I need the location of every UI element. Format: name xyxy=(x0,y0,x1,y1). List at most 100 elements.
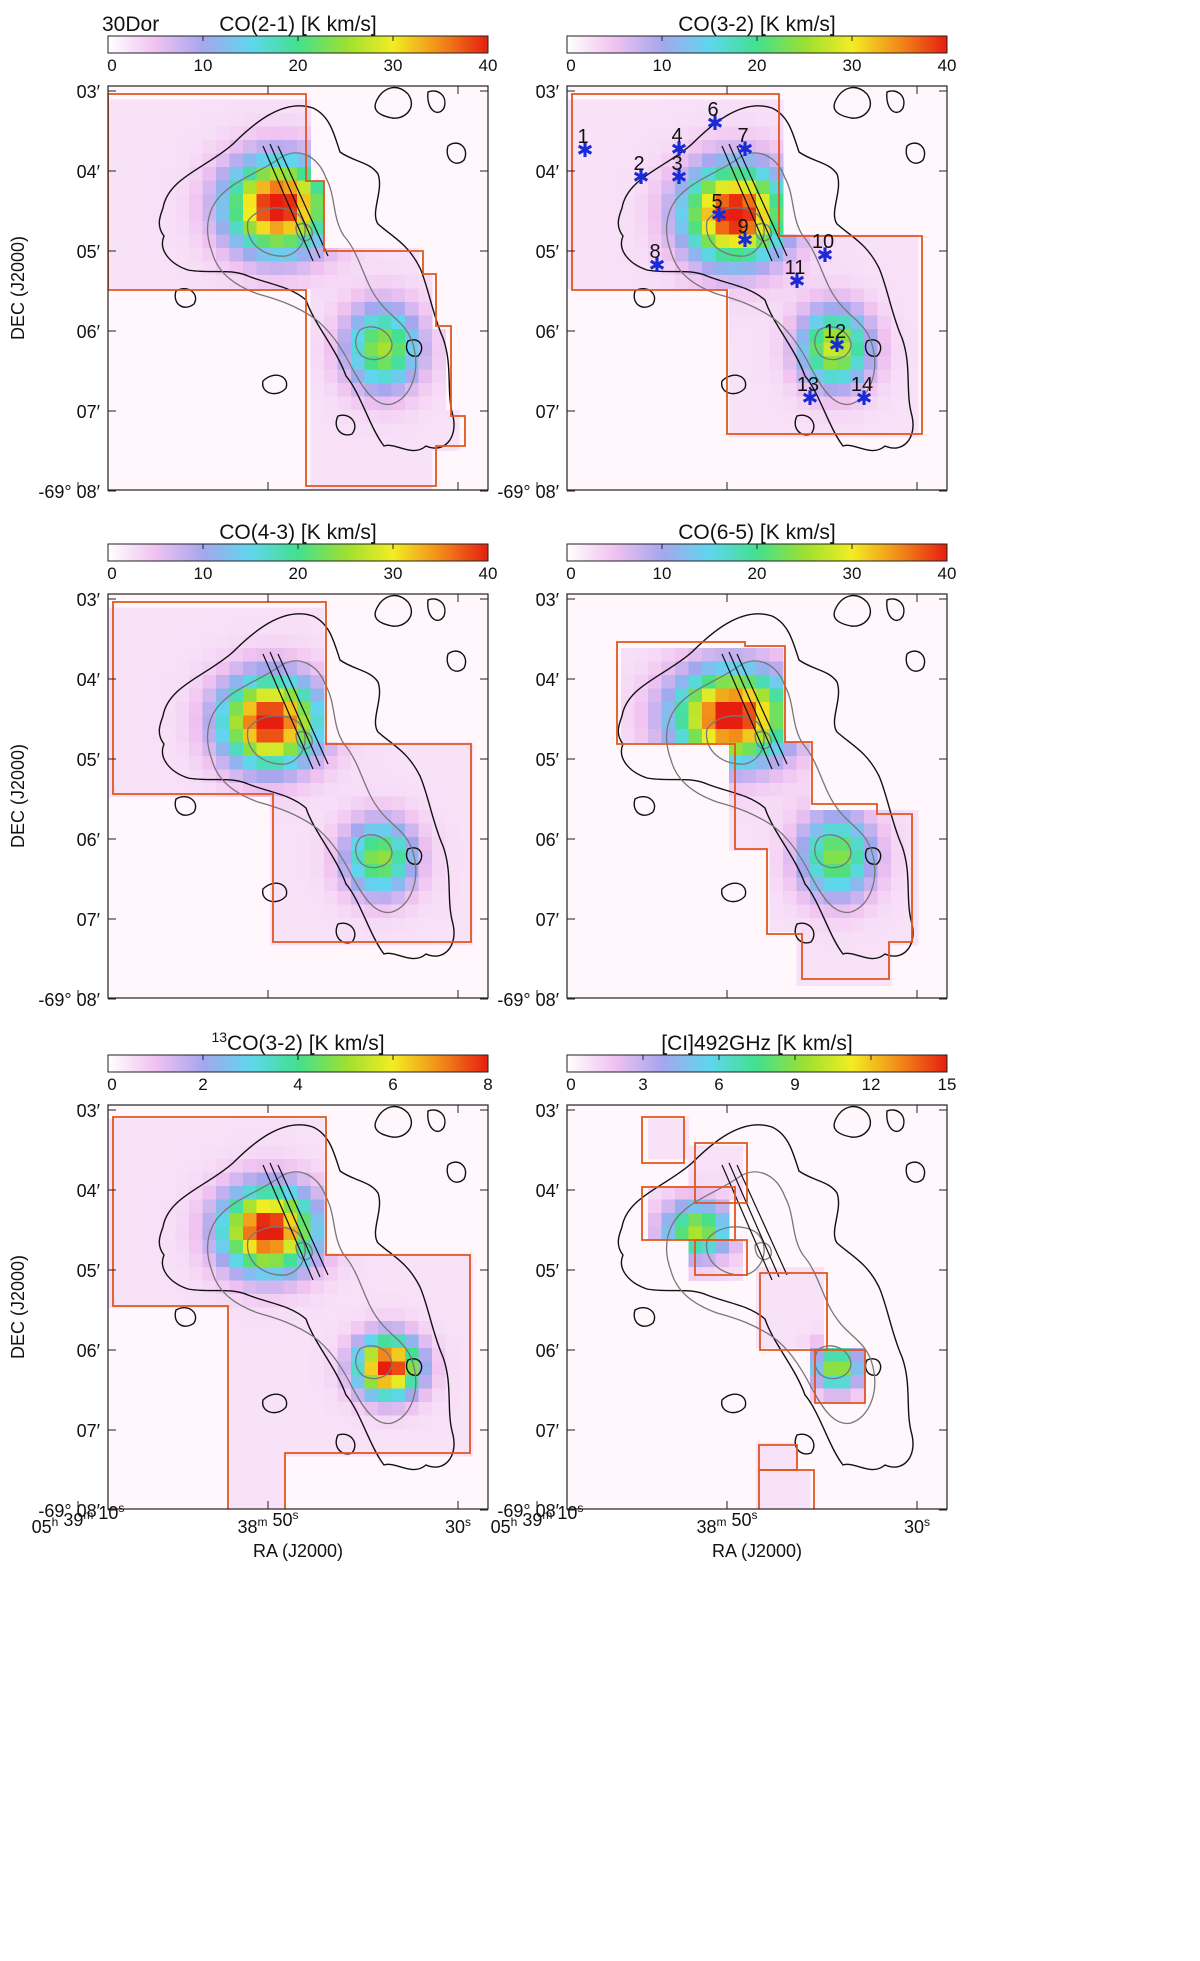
heatmap-cell xyxy=(310,850,325,865)
heatmap-cell xyxy=(148,1132,163,1146)
contour-outer xyxy=(427,90,446,113)
heatmap-cell xyxy=(891,904,905,919)
heatmap-cell xyxy=(837,369,851,384)
heatmap-cell xyxy=(175,661,190,676)
heatmap-cell xyxy=(297,1402,311,1416)
heatmap-cell xyxy=(256,1483,271,1497)
heatmap-cell xyxy=(310,931,325,946)
heatmap-cell xyxy=(189,715,203,730)
heatmap-cell xyxy=(121,1226,136,1241)
heatmap-cell xyxy=(310,1415,325,1430)
heatmap-cell xyxy=(891,383,905,397)
heatmap-cell xyxy=(391,1415,406,1430)
heatmap-cell xyxy=(823,329,838,343)
heatmap-cell xyxy=(756,1280,770,1295)
ra-label-unit: m xyxy=(542,1508,552,1522)
heatmap-cell xyxy=(351,450,365,465)
plot-area xyxy=(108,594,488,998)
colorbar-tick-label: 12 xyxy=(862,1075,881,1094)
heatmap-cell xyxy=(418,1348,433,1362)
heatmap-cell xyxy=(769,1321,784,1335)
contour-outer xyxy=(886,90,905,113)
heatmap-cell xyxy=(729,113,743,127)
heatmap-cell xyxy=(324,315,338,330)
heatmap-cell xyxy=(256,769,271,784)
heatmap-cell xyxy=(769,904,784,919)
heatmap-cell xyxy=(432,1294,446,1308)
heatmap-cell xyxy=(189,99,203,114)
heatmap-cell xyxy=(108,1145,122,1160)
heatmap-cell xyxy=(162,207,176,222)
heatmap-cell xyxy=(769,675,784,689)
heatmap-cell xyxy=(729,756,743,770)
heatmap-cell xyxy=(108,1253,122,1268)
heatmap-cell xyxy=(648,207,662,222)
heatmap-cell xyxy=(567,167,581,181)
heatmap-cell xyxy=(756,153,770,168)
heatmap-cell xyxy=(688,167,703,181)
heatmap-cell xyxy=(594,113,608,127)
heatmap-cell xyxy=(594,167,608,181)
heatmap-cell xyxy=(310,356,325,370)
dec-tick-label: -69° 08′ xyxy=(38,482,100,502)
heatmap-cell xyxy=(324,756,338,770)
heatmap-cell xyxy=(445,877,460,892)
heatmap-cell xyxy=(688,140,703,154)
heatmap-cell xyxy=(310,410,325,424)
heatmap-cell xyxy=(702,153,716,168)
heatmap-cell xyxy=(756,180,770,195)
heatmap-cell xyxy=(796,877,811,892)
heatmap-cell xyxy=(310,180,325,195)
heatmap-cell xyxy=(108,275,122,289)
heatmap-cell xyxy=(391,275,406,289)
heatmap-cell xyxy=(378,877,392,892)
heatmap-cell xyxy=(769,302,784,316)
heatmap-cell xyxy=(378,918,392,932)
contour-outer xyxy=(721,374,747,395)
heatmap-cell xyxy=(729,810,743,824)
heatmap-cell xyxy=(729,126,743,141)
dec-tick-label: 04′ xyxy=(77,670,101,690)
heatmap-cell xyxy=(324,410,338,424)
contour-inner xyxy=(665,152,876,406)
heatmap-cell xyxy=(216,126,230,141)
heatmap-cell xyxy=(351,783,365,797)
heatmap-cell xyxy=(688,729,703,743)
heatmap-cell xyxy=(837,275,851,289)
heatmap-cell xyxy=(189,756,203,770)
contour-outer xyxy=(864,847,882,865)
heatmap-cell xyxy=(189,248,203,262)
heatmap-cell xyxy=(175,756,190,770)
heatmap-cell xyxy=(391,1429,406,1443)
heatmap-cell xyxy=(756,275,770,289)
contour-outer xyxy=(905,650,926,672)
heatmap-cell xyxy=(283,1415,298,1430)
heatmap-cell xyxy=(216,1226,230,1241)
colorbar-tick-label: 0 xyxy=(107,1075,116,1094)
heatmap-cell xyxy=(135,769,149,784)
heatmap-cell xyxy=(121,769,136,784)
heatmap-cell xyxy=(877,356,892,370)
heatmap-cell xyxy=(445,1253,460,1268)
heatmap-cell xyxy=(189,1172,203,1187)
heatmap-cell xyxy=(391,769,406,784)
contour-group xyxy=(158,594,467,960)
heatmap-cell xyxy=(769,688,784,703)
heatmap-cell xyxy=(405,864,419,878)
heatmap-cell xyxy=(891,837,905,851)
heatmap-cell xyxy=(337,1294,352,1308)
heatmap-cell xyxy=(621,248,635,262)
heatmap-cell xyxy=(243,1402,257,1416)
heatmap-cell xyxy=(216,113,230,127)
heatmap-cell xyxy=(783,810,797,824)
heatmap-cell xyxy=(108,153,122,168)
heatmap-cell xyxy=(445,850,460,865)
heatmap-cell xyxy=(121,715,136,730)
plot-frame xyxy=(107,85,489,491)
heatmap-cell xyxy=(270,1294,284,1308)
heatmap-cell xyxy=(823,410,838,424)
heatmap-cell xyxy=(702,1145,716,1160)
heatmap-cell xyxy=(769,756,784,770)
heatmap-cell xyxy=(216,1186,230,1200)
heatmap-cell xyxy=(270,248,284,262)
